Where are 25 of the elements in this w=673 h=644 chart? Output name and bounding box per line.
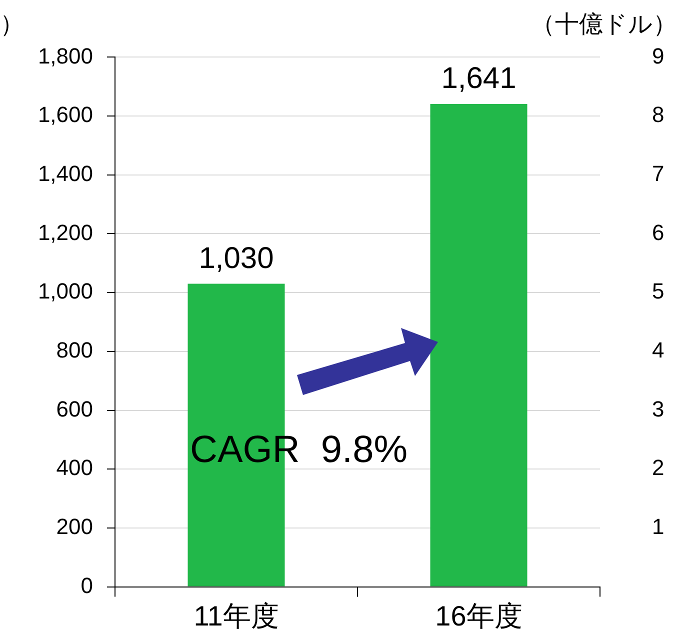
y2-tick-label: 9: [652, 43, 664, 68]
y2-tick-label: 1: [652, 514, 664, 540]
y-tick-label: 1,800: [38, 43, 93, 68]
y-tick-label: 1,000: [38, 278, 93, 304]
y2-tick-label: 2: [652, 455, 664, 480]
y-tick-label: 400: [56, 455, 93, 480]
y-axis-title: ）: [0, 11, 24, 38]
y-tick-label: 800: [56, 337, 93, 362]
x-tick-label: 11年度: [194, 600, 279, 632]
y-tick-label: 0: [80, 572, 93, 598]
y-tick-label: 200: [56, 514, 93, 540]
y2-tick-label: 6: [652, 220, 664, 245]
y-tick-label: 1,600: [38, 102, 93, 128]
data-label: 1,641: [441, 62, 516, 95]
y2-tick-label: 5: [652, 278, 664, 304]
y-tick-label: 600: [56, 396, 93, 422]
y-tick-label: 1,400: [38, 160, 93, 186]
y2-tick-label: 7: [652, 160, 664, 186]
y-tick-label: 1,200: [38, 220, 93, 245]
y2-tick-label: 4: [652, 337, 664, 362]
y2-tick-label: 8: [652, 102, 664, 128]
y2-axis-title: （十億ドル）: [531, 11, 673, 38]
y2-tick-label: 3: [652, 396, 664, 422]
data-label: 1,030: [198, 242, 274, 275]
x-tick-label: 16年度: [435, 600, 522, 632]
